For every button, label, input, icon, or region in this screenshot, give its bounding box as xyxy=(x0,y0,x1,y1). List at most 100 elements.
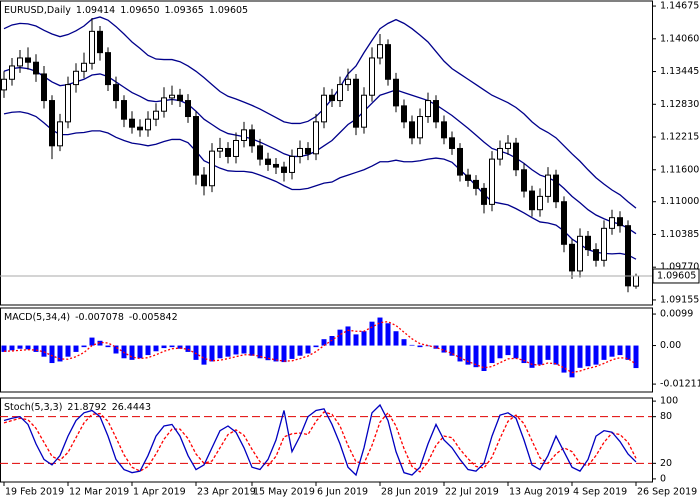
x-tick-label: 22 Jul 2019 xyxy=(445,487,499,498)
candle-body xyxy=(57,121,63,147)
candle-body xyxy=(41,73,47,102)
candle-body xyxy=(345,78,351,86)
candle-body xyxy=(49,100,55,147)
candle-body xyxy=(609,217,615,229)
readout-value: 1.09650 xyxy=(120,5,159,16)
candle-body xyxy=(17,57,23,67)
macd-bar xyxy=(401,339,407,346)
candle-body xyxy=(121,100,127,120)
candle-body xyxy=(481,187,487,205)
candle-body xyxy=(433,100,439,123)
macd-bar xyxy=(129,345,135,360)
candle-body xyxy=(545,174,551,197)
candle-body xyxy=(569,243,575,272)
macd-bar xyxy=(249,345,255,356)
x-tick-label: 28 Jun 2019 xyxy=(381,487,438,498)
macd-bar xyxy=(425,345,431,347)
macd-signal xyxy=(3,321,637,374)
y-tick-label: -0.012115 xyxy=(660,379,700,390)
readout-value: 1.09605 xyxy=(209,5,248,16)
candle-body xyxy=(617,217,623,227)
candle-body xyxy=(585,235,591,251)
last-price-box xyxy=(652,268,700,284)
indicator-name: MACD(5,34,4) xyxy=(4,312,70,323)
macd-bar xyxy=(97,340,103,346)
macd-bar xyxy=(305,345,311,354)
candle-body xyxy=(393,78,399,107)
macd-bar xyxy=(577,345,583,368)
readout-value: 1.09414 xyxy=(76,5,115,16)
candle-body xyxy=(241,129,247,141)
macd-bar xyxy=(177,345,183,349)
macd-bar xyxy=(625,345,631,360)
candle-body xyxy=(321,94,327,123)
x-tick-label: 26 Sep 2019 xyxy=(637,487,697,498)
candle-body xyxy=(561,201,567,245)
x-tick-label: 23 Apr 2019 xyxy=(197,487,256,498)
candle-body xyxy=(1,78,7,91)
macd-bar xyxy=(489,345,495,364)
macd-bar xyxy=(409,344,415,346)
candle-body xyxy=(473,179,479,189)
candle-body xyxy=(9,65,15,80)
x-tick-label: 4 Sep 2019 xyxy=(573,487,627,498)
macd-bar xyxy=(321,339,327,346)
macd-bar xyxy=(457,345,463,362)
bollinger-upper xyxy=(3,16,637,209)
candle-body xyxy=(249,129,255,147)
macd-bar xyxy=(361,331,367,346)
macd-bar xyxy=(57,345,63,362)
macd-bar xyxy=(417,345,423,348)
y-tick-label: 1.11000 xyxy=(660,196,699,207)
panel-title: MACD(5,34,4) -0.007078 -0.005842 xyxy=(4,312,178,323)
macd-bar xyxy=(481,345,487,371)
macd-bar xyxy=(33,345,39,352)
candle-body xyxy=(537,195,543,211)
candle-body xyxy=(457,147,463,176)
macd-bar xyxy=(529,345,535,368)
candle-body xyxy=(305,147,311,155)
macd-bar xyxy=(9,345,15,351)
candle-body xyxy=(465,174,471,181)
indicator-name: Stoch(5,3,3) xyxy=(4,402,62,413)
readout-value: -0.005842 xyxy=(129,312,178,323)
y-tick-label: 0.0099 xyxy=(660,309,693,320)
macd-bar xyxy=(105,345,111,348)
candle-body xyxy=(89,30,95,64)
macd-bar xyxy=(449,345,455,356)
panel-frame xyxy=(0,397,653,483)
candle-body xyxy=(361,94,367,128)
x-tick-label: 15 May 2019 xyxy=(253,487,315,498)
macd-bar xyxy=(65,345,71,357)
candle-body xyxy=(441,121,447,139)
y-tick-label: 1.12215 xyxy=(660,132,699,143)
candle-body xyxy=(313,121,319,155)
macd-bar xyxy=(153,345,159,352)
macd-bar xyxy=(281,345,287,363)
macd-bar xyxy=(473,345,479,368)
y-tick-label: 1.10385 xyxy=(660,229,699,240)
candle-body xyxy=(65,84,71,123)
candle-body xyxy=(161,97,167,112)
macd-bar xyxy=(265,345,271,361)
macd-bar xyxy=(41,345,47,357)
y-tick-label: 1.12830 xyxy=(660,99,699,110)
candle-body xyxy=(257,145,263,160)
y-tick-label: 1.11600 xyxy=(660,164,699,175)
macd-bar xyxy=(209,345,215,362)
candle-body xyxy=(529,190,535,211)
macd-bar xyxy=(145,345,151,356)
stoch-main xyxy=(3,403,637,477)
macd-bar xyxy=(497,345,503,359)
panel-frame xyxy=(0,307,653,393)
macd-bar xyxy=(193,345,199,360)
macd-bar xyxy=(25,345,31,350)
macd-bar xyxy=(513,345,519,359)
y-tick-label: 0 xyxy=(660,473,666,484)
stoch-signal xyxy=(3,411,637,473)
y-tick-label: 1.13445 xyxy=(660,66,699,77)
candle-body xyxy=(177,94,183,102)
x-tick-label: 1 Apr 2019 xyxy=(133,487,186,498)
macd-bar xyxy=(569,345,575,378)
x-tick-label: 13 Aug 2019 xyxy=(509,487,570,498)
